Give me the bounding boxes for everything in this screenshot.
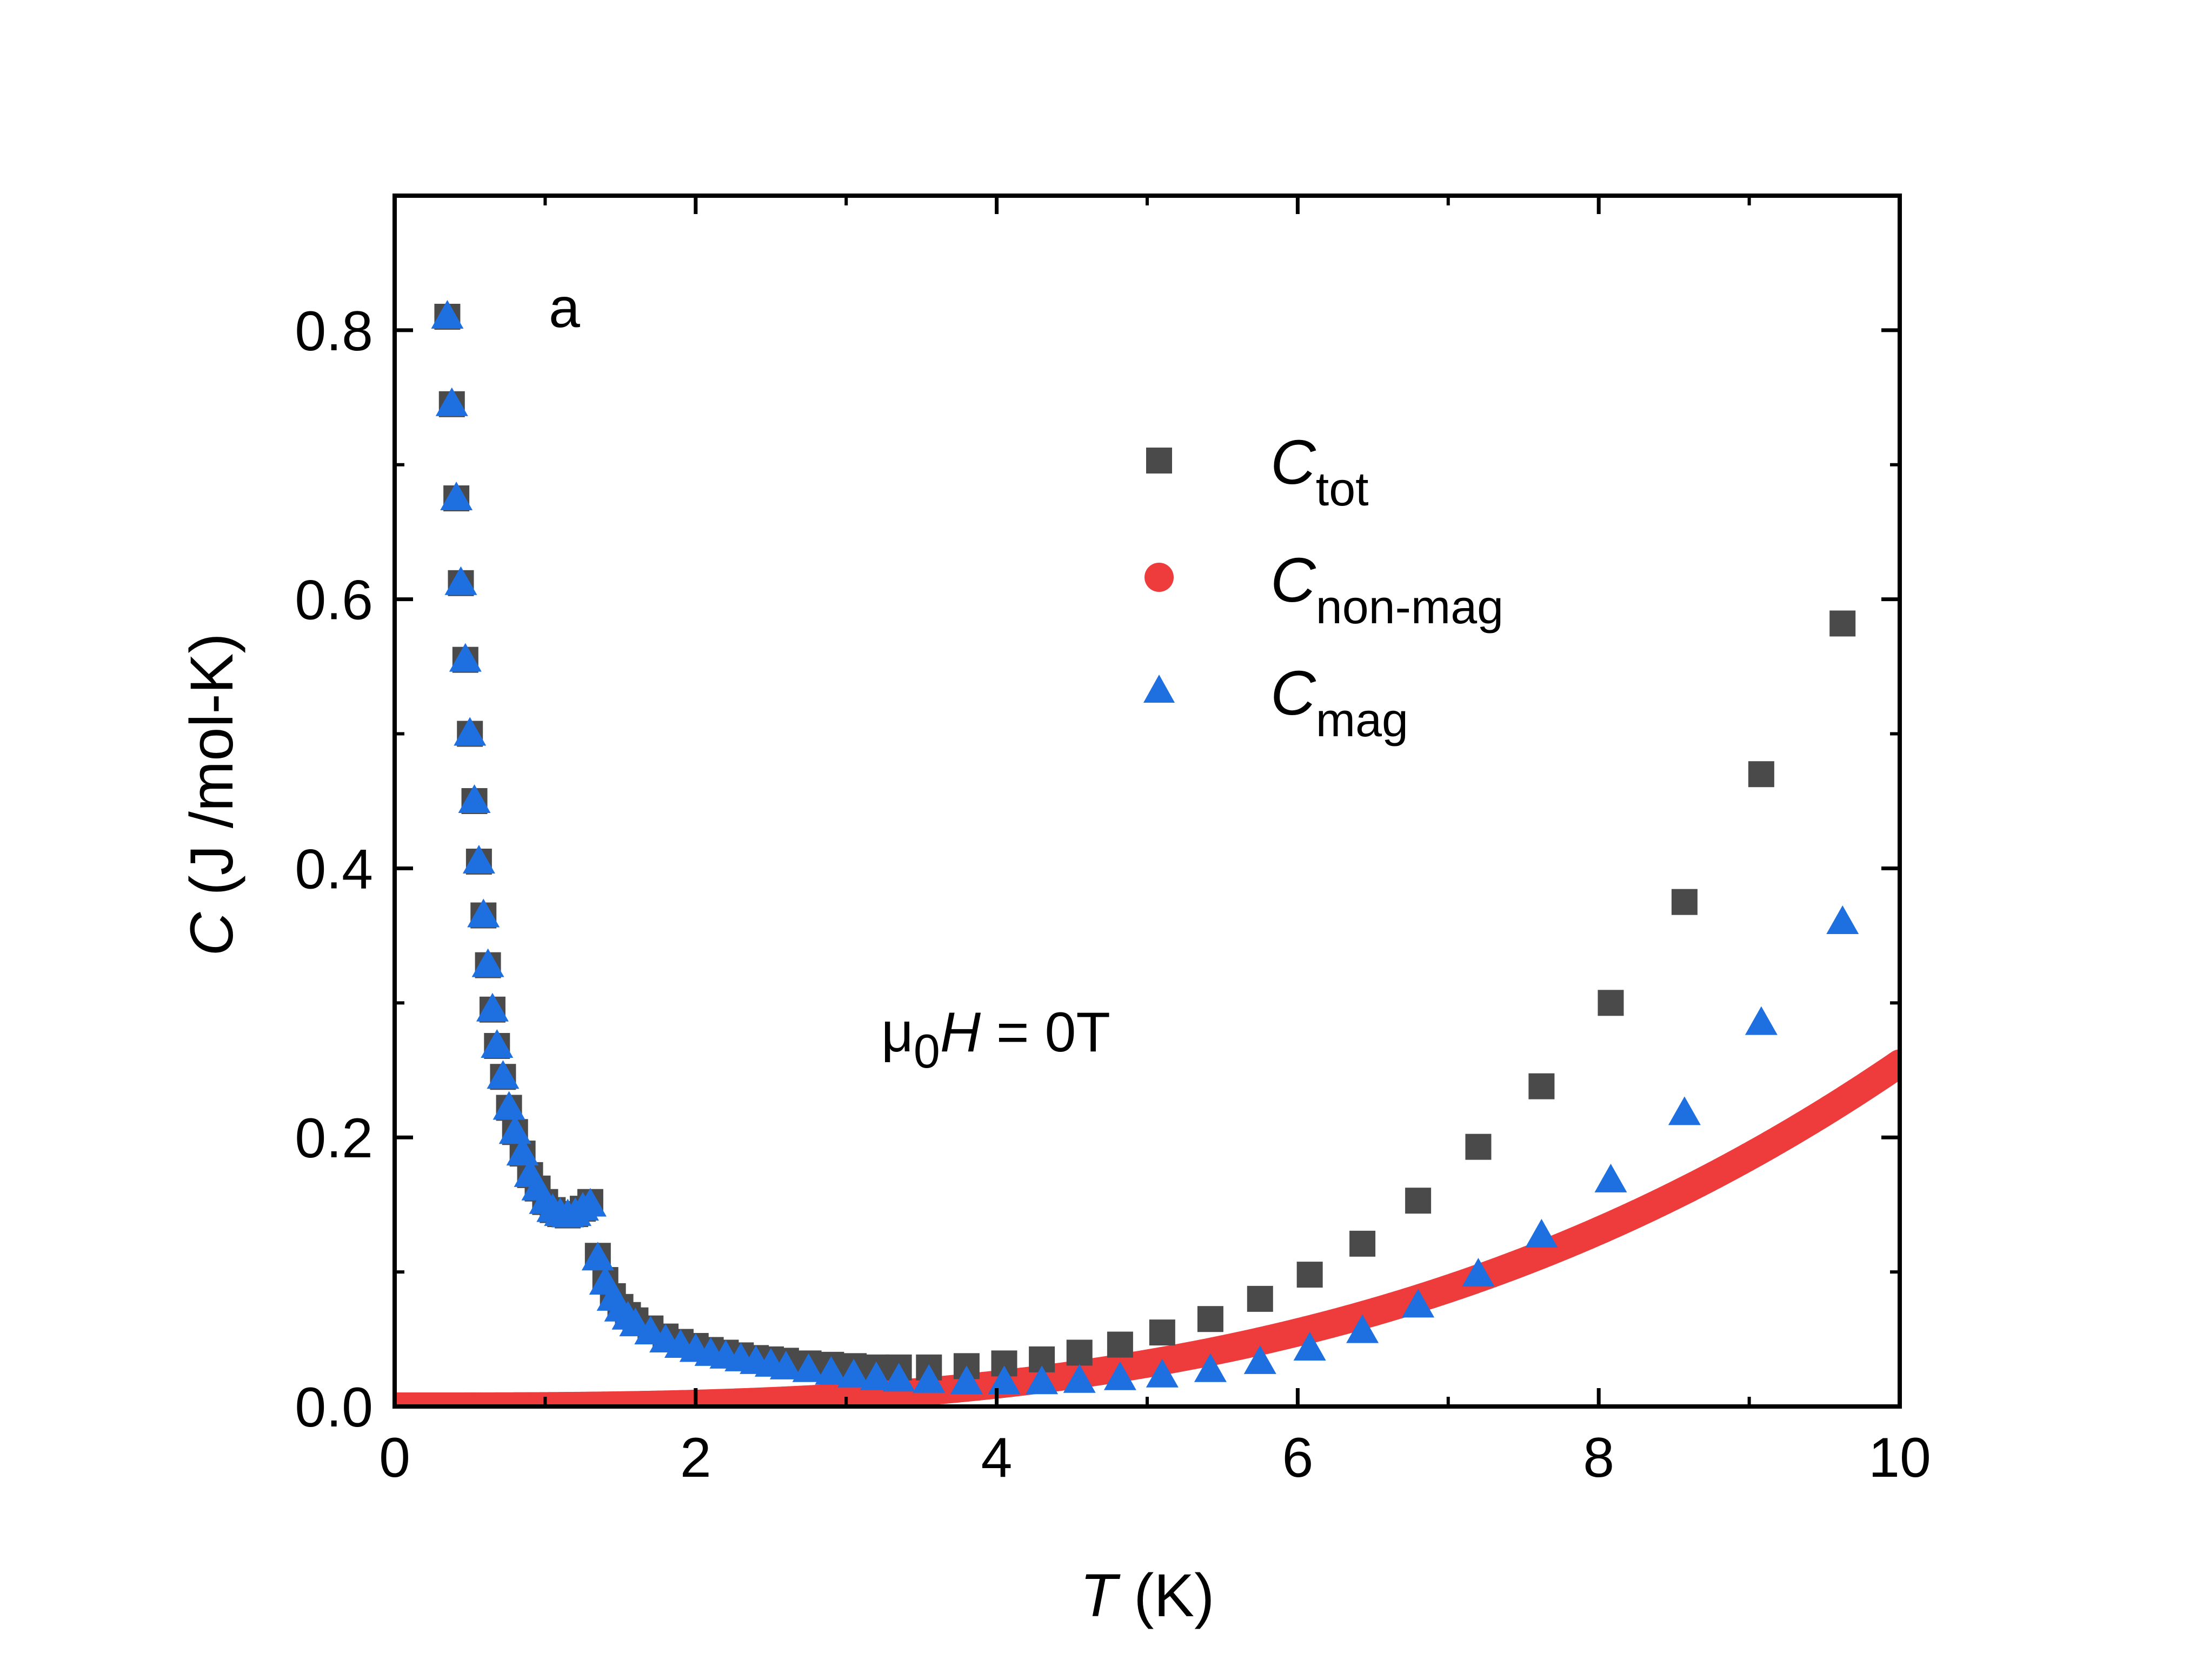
- mag-point: [950, 1365, 983, 1395]
- legend-c-non-mag-main: C: [1270, 545, 1316, 615]
- tot-point: [1107, 1331, 1133, 1358]
- x-axis-title: T (K): [1080, 1562, 1215, 1629]
- mag-point: [1063, 1364, 1096, 1393]
- mag-point: [506, 1137, 539, 1166]
- mag-point: [498, 1115, 531, 1144]
- tot-point: [1296, 1262, 1323, 1288]
- field-annotation-mu: μ: [881, 1001, 914, 1064]
- y-tick-label: 0.8: [295, 300, 373, 363]
- y-axis-unit: (J /mol-K): [178, 633, 245, 912]
- mag-point: [1146, 1358, 1179, 1388]
- y-axis-title: C (J /mol-K): [178, 633, 245, 956]
- y-tick-label: 0.4: [295, 838, 373, 901]
- legend-label-c-tot: Ctot: [1270, 427, 1369, 516]
- mag-point: [1525, 1218, 1558, 1248]
- field-annotation-var: H: [940, 1001, 981, 1064]
- mag-point: [815, 1356, 848, 1385]
- y-tick-label: 0.6: [295, 569, 373, 632]
- tot-point: [1149, 1319, 1175, 1346]
- mag-point: [1293, 1331, 1326, 1361]
- mag-point: [481, 1029, 514, 1058]
- legend-marker-c-mag: [1143, 675, 1175, 703]
- mag-point: [431, 300, 464, 329]
- y-tick-label: 0.0: [295, 1376, 373, 1439]
- mag-point: [1402, 1289, 1435, 1318]
- legend: Ctot Cnon-mag Cmag: [1143, 427, 1503, 746]
- field-annotation-sub: 0: [914, 1024, 940, 1078]
- mag-point: [1194, 1353, 1227, 1382]
- tot-point: [1247, 1285, 1273, 1312]
- mag-point: [1826, 905, 1859, 934]
- x-axis-var: T: [1080, 1562, 1121, 1629]
- mag-point: [574, 1188, 607, 1217]
- legend-c-tot-main: C: [1270, 427, 1316, 497]
- mag-point: [440, 482, 473, 510]
- field-annotation: μ0H = 0T: [881, 1001, 1110, 1078]
- mag-point: [462, 845, 495, 874]
- mag-point: [1243, 1345, 1276, 1374]
- x-tick-label: 8: [1583, 1426, 1614, 1489]
- tot-point: [1197, 1306, 1223, 1332]
- mag-point: [1346, 1314, 1379, 1343]
- tot-point: [1829, 610, 1856, 637]
- legend-c-tot-sub: tot: [1316, 462, 1369, 516]
- tot-point: [1405, 1188, 1432, 1214]
- mag-point: [837, 1358, 870, 1388]
- non-mag-point: [1886, 1049, 1900, 1078]
- mag-point: [769, 1350, 802, 1379]
- mag-point: [913, 1364, 946, 1393]
- mag-point: [458, 784, 491, 813]
- mag-point: [1668, 1096, 1701, 1125]
- x-axis-unit: (K): [1117, 1562, 1214, 1629]
- tot-point: [1528, 1073, 1555, 1099]
- tot-point: [1598, 990, 1624, 1016]
- mag-point: [882, 1363, 915, 1392]
- mag-point: [471, 948, 504, 977]
- plot-data: [395, 300, 1900, 1406]
- tot-point: [1349, 1230, 1376, 1257]
- x-tick-label: 4: [981, 1426, 1013, 1489]
- plot-frame: [392, 194, 1902, 1409]
- legend-label-c-non-mag: Cnon-mag: [1270, 545, 1503, 634]
- legend-c-mag-sub: mag: [1316, 693, 1408, 746]
- legend-c-mag-main: C: [1270, 658, 1316, 728]
- mag-point: [467, 898, 500, 928]
- mag-point: [581, 1242, 614, 1271]
- mag-point: [493, 1091, 525, 1120]
- mag-point: [1594, 1163, 1627, 1192]
- legend-label-c-mag: Cmag: [1270, 658, 1408, 746]
- tot-point: [1066, 1339, 1093, 1366]
- tot-point: [1465, 1134, 1492, 1160]
- mag-point: [444, 566, 477, 595]
- legend-marker-c-non-mag: [1144, 563, 1174, 592]
- mag-point: [454, 717, 487, 746]
- mag-point: [1103, 1361, 1136, 1390]
- tot-point: [1671, 889, 1698, 915]
- tot-point: [1748, 761, 1774, 788]
- x-tick-label: 0: [379, 1426, 410, 1489]
- mag-point: [988, 1365, 1021, 1395]
- y-tick-label: 0.2: [295, 1107, 373, 1170]
- mag-point: [860, 1361, 893, 1390]
- mag-point: [435, 387, 468, 416]
- mag-point: [1026, 1365, 1059, 1395]
- x-tick-label: 2: [680, 1426, 711, 1489]
- y-axis-var: C: [178, 912, 245, 956]
- mag-point: [1745, 1006, 1778, 1035]
- mag-point: [476, 992, 509, 1022]
- mag-point: [792, 1353, 825, 1382]
- mag-point: [487, 1060, 520, 1089]
- mag-point: [1462, 1258, 1495, 1287]
- panel-label: a: [549, 277, 580, 339]
- axis-ticks: 0 2 4 6 8 10 0.0 0.2 0.4 0.6 0.8: [295, 196, 1931, 1489]
- legend-marker-c-tot: [1146, 448, 1172, 474]
- x-tick-label: 10: [1868, 1426, 1931, 1489]
- field-annotation-value: = 0T: [981, 1001, 1110, 1064]
- legend-c-non-mag-sub: non-mag: [1316, 580, 1503, 634]
- mag-point: [449, 643, 482, 672]
- x-tick-label: 6: [1282, 1426, 1313, 1489]
